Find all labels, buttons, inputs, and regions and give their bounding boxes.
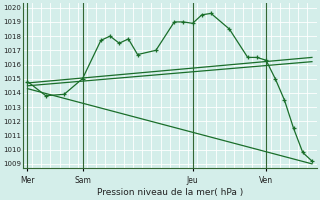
X-axis label: Pression niveau de la mer( hPa ): Pression niveau de la mer( hPa ) (97, 188, 243, 197)
